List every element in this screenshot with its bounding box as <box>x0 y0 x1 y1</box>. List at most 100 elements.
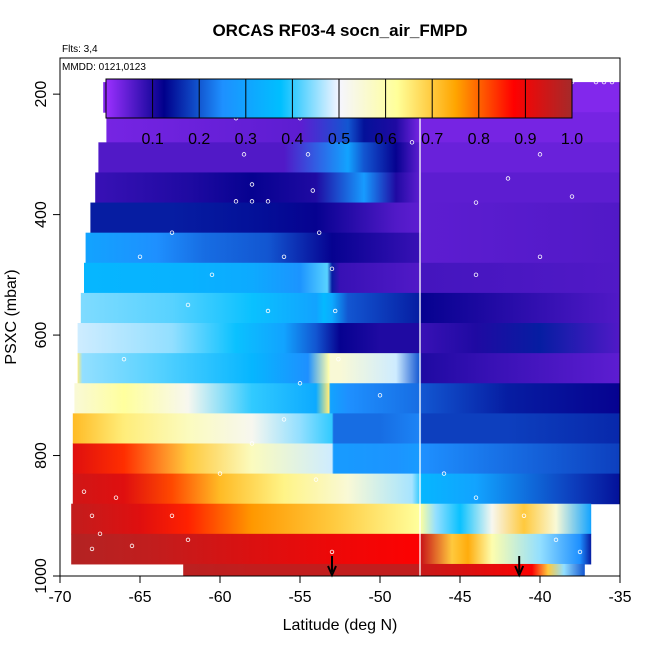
track-point <box>473 272 479 278</box>
track-point <box>241 152 247 157</box>
x-tick-label: -65 <box>128 589 151 606</box>
track-point <box>609 79 615 85</box>
track-point <box>169 230 175 235</box>
track-point <box>89 546 95 552</box>
heatmap-band <box>74 383 620 414</box>
colorbar-tick-label: 1.0 <box>561 131 583 148</box>
track-point <box>97 531 103 537</box>
track-point <box>473 200 479 205</box>
heatmap-cells <box>71 82 620 576</box>
x-axis-label: Latitude (deg N) <box>283 617 398 634</box>
track-point <box>249 199 255 204</box>
track-point <box>333 308 338 314</box>
track-point <box>593 79 599 85</box>
track-point <box>281 254 287 259</box>
track-point <box>185 302 191 308</box>
plot-frame <box>59 57 621 577</box>
colorbar-tick-label: 0.4 <box>281 131 303 148</box>
x-tick-label: -55 <box>288 589 311 606</box>
track-point <box>537 254 543 259</box>
heatmap-band <box>72 473 620 505</box>
x-tick-label: -45 <box>448 589 471 606</box>
x-tick-label: -35 <box>608 589 631 606</box>
track-point <box>217 471 223 476</box>
track-point <box>601 79 607 85</box>
track-point <box>209 272 215 278</box>
heatmap-band <box>95 172 620 204</box>
arrow-marker-head <box>327 565 337 578</box>
track-point <box>537 152 543 157</box>
track-point <box>169 513 175 518</box>
colorbar-tick-label: 0.2 <box>188 131 210 148</box>
heatmap-band <box>90 202 620 234</box>
heatmap-band <box>72 443 620 475</box>
heatmap-band <box>77 353 620 384</box>
track-point <box>129 543 135 549</box>
y-tick-label: 1000 <box>33 558 50 594</box>
track-point <box>441 471 447 476</box>
x-tick-label: -40 <box>528 589 551 606</box>
track-point <box>521 513 527 518</box>
track-point <box>473 495 479 500</box>
chart-subtitle-flights: Flts: 3,4 <box>62 44 98 55</box>
colorbar-tick-label: 0.1 <box>141 131 163 148</box>
track-point <box>185 537 191 543</box>
heatmap-band <box>80 292 620 324</box>
track-point <box>329 549 335 555</box>
colorbar: 0.1 0.2 0.3 0.4 0.5 0.6 0.7 0.8 0.9 1.0 <box>105 78 583 148</box>
heatmap-band <box>72 413 620 444</box>
y-tick-label: 600 <box>33 322 50 349</box>
track-point <box>113 495 119 500</box>
chart-subtitle-dates: MMDD: 0121,0123 <box>62 62 146 73</box>
x-tick-label: -70 <box>48 589 71 606</box>
track-point <box>569 194 575 199</box>
colorbar-tick-label: 0.9 <box>514 131 536 148</box>
track-point <box>249 182 255 187</box>
y-tick-label: 400 <box>33 201 50 228</box>
track-point <box>233 199 239 204</box>
colorbar-tick-label: 0.6 <box>374 131 396 148</box>
track-point <box>505 176 511 181</box>
location-markers <box>327 556 525 578</box>
arrow-marker-head <box>514 565 525 578</box>
colorbar-tick-label: 0.7 <box>421 131 443 148</box>
track-point <box>553 537 559 543</box>
track-point <box>297 381 303 386</box>
track-point <box>317 230 322 235</box>
heatmap-band <box>98 142 620 173</box>
track-point <box>310 188 315 193</box>
track-point <box>281 417 287 422</box>
heatmap-band <box>183 563 585 576</box>
track-point <box>89 513 95 518</box>
y-tick-label: 200 <box>33 81 50 108</box>
heatmap-band <box>85 232 620 264</box>
colorbar-tick-label: 0.5 <box>328 131 350 148</box>
colorbar-tick-label: 0.8 <box>468 131 490 148</box>
track-point <box>377 393 383 398</box>
track-point <box>249 441 255 446</box>
track-point <box>81 489 87 494</box>
track-point <box>336 356 341 362</box>
x-axis: -70 -65 -60 -55 -50 -45 -40 -35 <box>48 576 632 606</box>
heatmap-band <box>71 503 592 535</box>
x-tick-label: -60 <box>208 589 231 606</box>
heatmap-band <box>84 262 620 294</box>
colorbar-tick-label: 0.3 <box>235 131 257 148</box>
y-axis: 200 400 600 800 1000 <box>33 81 60 594</box>
track-point <box>577 549 583 555</box>
track-point <box>313 477 319 482</box>
track-point <box>329 266 335 272</box>
x-tick-label: -50 <box>368 589 391 606</box>
track-point <box>409 140 415 145</box>
track-point <box>137 254 143 259</box>
track-point <box>265 199 271 204</box>
y-tick-label: 800 <box>33 442 50 469</box>
track-point <box>121 356 127 362</box>
track-point <box>305 152 311 157</box>
y-axis-label: PSXC (mbar) <box>3 269 20 364</box>
track-point <box>265 308 271 314</box>
heatmap-band <box>77 323 620 354</box>
chart-title: ORCAS RF03-4 socn_air_FMPD <box>212 21 467 40</box>
